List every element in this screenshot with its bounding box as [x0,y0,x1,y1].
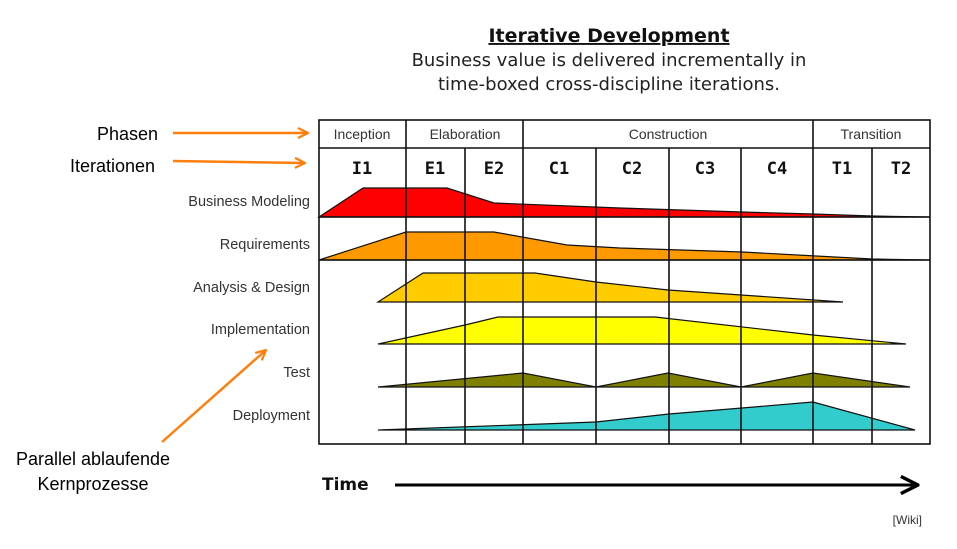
phase-header-elaboration: Elaboration [430,126,501,142]
iteration-header: T2 [891,159,911,179]
discipline-label: Requirements [220,237,310,253]
discipline-label: Business Modeling [188,194,310,210]
phase-grid [318,119,931,445]
iteration-header: E1 [425,159,445,179]
discipline-label: Implementation [211,322,310,338]
subtitle-line-2: time-boxed cross-discipline iterations. [438,74,780,95]
implementation-hump [377,316,907,345]
iteration-header: C2 [622,159,642,179]
discipline-label: Test [283,365,310,381]
iteration-header: E2 [484,159,504,179]
analysis-design-hump [375,272,844,303]
deployment-hump [377,401,916,431]
phase-header-inception: Inception [334,126,391,142]
phase-header-construction: Construction [629,126,708,142]
iterations-annotation: Iterationen [70,156,155,176]
time-label: Time [322,475,369,495]
iteration-header: C1 [549,159,569,179]
discipline-label: Analysis & Design [193,280,310,296]
test-hump [377,372,911,388]
subtitle-line-1: Business value is delivered incrementall… [412,50,807,71]
iteration-header: C4 [767,159,787,179]
discipline-label: Deployment [233,408,310,424]
diagram-title: Iterative Development [488,25,729,47]
source-citation: [Wiki] [893,513,922,527]
parallel-annotation-line-1: Parallel ablaufende [16,449,170,469]
iteration-header: C3 [695,159,715,179]
phases-annotation: Phasen [97,124,158,144]
iteration-header: I1 [352,159,372,179]
phase-header-transition: Transition [841,126,902,142]
parallel-processes-arrow [161,350,266,443]
business-modeling-hump [316,187,931,218]
requirements-hump [318,231,931,261]
iterations-arrow [172,161,305,163]
iteration-header: T1 [832,159,852,179]
parallel-annotation-line-2: Kernprozesse [37,474,148,494]
